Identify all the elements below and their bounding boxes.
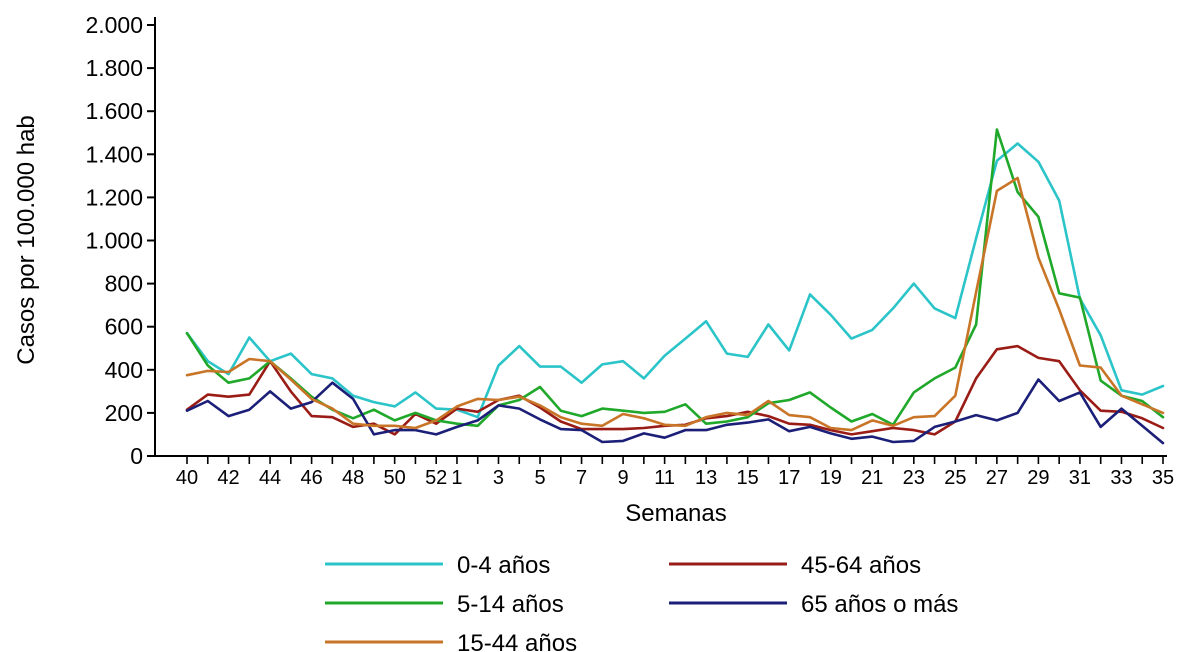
x-tick-label: 13 <box>695 467 717 489</box>
x-tick-label: 40 <box>176 467 198 489</box>
x-tick-label: 52 <box>425 467 447 489</box>
y-axis: 0 200 400 600 800 1.000 1.200 1.400 1.600 1.800 2.… <box>85 12 156 469</box>
series-layer <box>185 128 1165 445</box>
x-tick-label: 50 <box>384 467 406 489</box>
series-line-1 <box>185 344 1165 436</box>
series-line-4 <box>185 176 1165 432</box>
x-tick-label: 48 <box>342 467 364 489</box>
legend-item-2: 5-14 años <box>325 591 564 618</box>
legend-item-0: 0-4 años <box>325 552 550 579</box>
y-axis-label: Casos por 100.000 hab <box>13 115 40 365</box>
y-tick-label: 0 <box>130 443 143 469</box>
legend-item-3: 65 años o más <box>669 591 958 618</box>
x-axis: 40 42 44 46 48 50 52 1 3 5 7 9 11 13 15 17 19 21 23 25 27 29 3… <box>155 455 1174 489</box>
x-tick-label: 35 <box>1152 467 1174 489</box>
y-tick-label: 1.400 <box>85 141 143 167</box>
x-tick-label: 3 <box>493 467 504 489</box>
series-line-0 <box>185 142 1165 419</box>
x-axis-label: Semanas <box>625 500 726 527</box>
y-tick-label: 1.200 <box>85 184 143 210</box>
y-tick-label: 1.000 <box>85 228 143 254</box>
legend: 0-4 años 45-64 años 5-14 años 65 años o más… <box>325 552 958 652</box>
x-tick-label: 44 <box>259 467 281 489</box>
legend-label: 0-4 años <box>457 552 550 579</box>
legend-item-1: 45-64 años <box>669 552 921 579</box>
y-tick-label: 2.000 <box>85 12 143 38</box>
y-tick-label: 400 <box>105 357 143 383</box>
legend-label: 15-44 años <box>457 630 577 652</box>
x-tick-label: 46 <box>300 467 322 489</box>
series-line-3 <box>185 378 1165 445</box>
x-tick-label: 7 <box>576 467 587 489</box>
x-tick-label: 5 <box>534 467 545 489</box>
x-tick-label: 17 <box>778 467 800 489</box>
x-tick-label: 33 <box>1110 467 1132 489</box>
x-tick-label: 11 <box>654 467 675 489</box>
x-tick-label: 31 <box>1069 467 1091 489</box>
x-tick-label: 19 <box>820 467 842 489</box>
x-tick-label: 9 <box>618 467 629 489</box>
y-tick-label: 800 <box>105 271 143 297</box>
legend-label: 5-14 años <box>457 591 564 618</box>
legend-item-4: 15-44 años <box>325 630 577 652</box>
y-tick-label: 200 <box>105 400 143 426</box>
y-tick-label: 1.800 <box>85 55 143 81</box>
x-tick-label: 23 <box>903 467 925 489</box>
x-tick-label: 29 <box>1027 467 1049 489</box>
x-tick-label: 42 <box>217 467 239 489</box>
y-tick-label: 600 <box>105 314 143 340</box>
x-tick-label: 15 <box>737 467 759 489</box>
legend-label: 65 años o más <box>801 591 958 618</box>
legend-label: 45-64 años <box>801 552 921 579</box>
x-tick-label: 1 <box>451 467 462 489</box>
x-tick-label: 21 <box>861 467 883 489</box>
y-tick-label: 1.600 <box>85 98 143 124</box>
series-line-2 <box>185 128 1165 428</box>
x-tick-label: 25 <box>944 467 966 489</box>
x-tick-label: 27 <box>986 467 1008 489</box>
